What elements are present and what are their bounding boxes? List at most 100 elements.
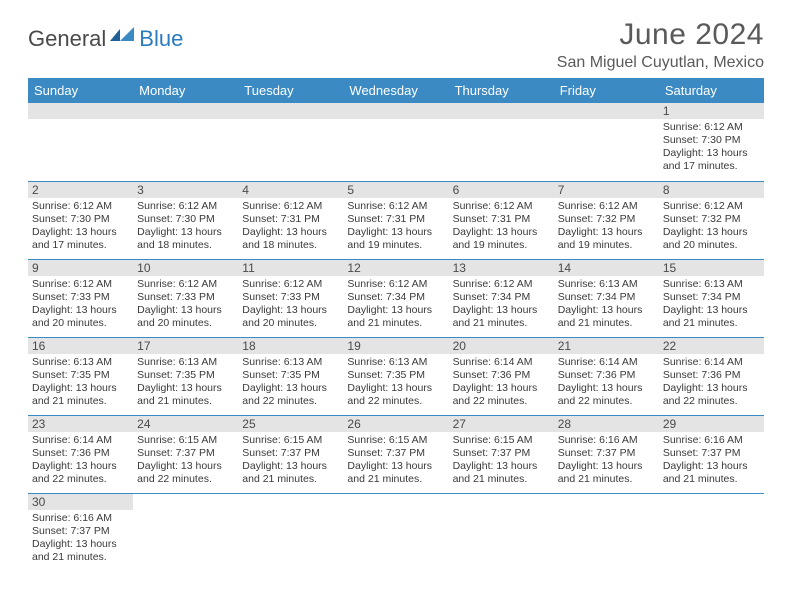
day-number: 25 bbox=[238, 416, 343, 432]
day-number: 13 bbox=[449, 260, 554, 276]
calendar-cell: 30Sunrise: 6:16 AMSunset: 7:37 PMDayligh… bbox=[28, 493, 133, 571]
calendar-cell: 5Sunrise: 6:12 AMSunset: 7:31 PMDaylight… bbox=[343, 181, 448, 259]
calendar-cell-empty bbox=[343, 103, 448, 181]
day-details: Sunrise: 6:16 AMSunset: 7:37 PMDaylight:… bbox=[554, 432, 659, 489]
day-details: Sunrise: 6:12 AMSunset: 7:34 PMDaylight:… bbox=[449, 276, 554, 333]
day-number: 11 bbox=[238, 260, 343, 276]
day-details: Sunrise: 6:15 AMSunset: 7:37 PMDaylight:… bbox=[133, 432, 238, 489]
day-number: 17 bbox=[133, 338, 238, 354]
calendar-cell: 1Sunrise: 6:12 AMSunset: 7:30 PMDaylight… bbox=[659, 103, 764, 181]
day-number: 6 bbox=[449, 182, 554, 198]
day-details: Sunrise: 6:15 AMSunset: 7:37 PMDaylight:… bbox=[343, 432, 448, 489]
flag-icon bbox=[110, 27, 136, 52]
day-details: Sunrise: 6:12 AMSunset: 7:32 PMDaylight:… bbox=[554, 198, 659, 255]
day-details: Sunrise: 6:12 AMSunset: 7:31 PMDaylight:… bbox=[238, 198, 343, 255]
day-number: 27 bbox=[449, 416, 554, 432]
calendar-row: 30Sunrise: 6:16 AMSunset: 7:37 PMDayligh… bbox=[28, 493, 764, 571]
weekday-header: Wednesday bbox=[343, 78, 448, 103]
calendar-cell: 6Sunrise: 6:12 AMSunset: 7:31 PMDaylight… bbox=[449, 181, 554, 259]
daynum-bar-empty bbox=[554, 103, 659, 119]
day-number: 29 bbox=[659, 416, 764, 432]
day-details: Sunrise: 6:13 AMSunset: 7:35 PMDaylight:… bbox=[238, 354, 343, 411]
calendar-cell: 24Sunrise: 6:15 AMSunset: 7:37 PMDayligh… bbox=[133, 415, 238, 493]
calendar-body: 1Sunrise: 6:12 AMSunset: 7:30 PMDaylight… bbox=[28, 103, 764, 571]
day-details: Sunrise: 6:16 AMSunset: 7:37 PMDaylight:… bbox=[659, 432, 764, 489]
day-details: Sunrise: 6:12 AMSunset: 7:33 PMDaylight:… bbox=[133, 276, 238, 333]
day-number: 9 bbox=[28, 260, 133, 276]
day-number: 14 bbox=[554, 260, 659, 276]
calendar-cell: 22Sunrise: 6:14 AMSunset: 7:36 PMDayligh… bbox=[659, 337, 764, 415]
day-number: 12 bbox=[343, 260, 448, 276]
day-details: Sunrise: 6:12 AMSunset: 7:30 PMDaylight:… bbox=[28, 198, 133, 255]
weekday-header: Monday bbox=[133, 78, 238, 103]
calendar-cell: 7Sunrise: 6:12 AMSunset: 7:32 PMDaylight… bbox=[554, 181, 659, 259]
calendar-cell: 21Sunrise: 6:14 AMSunset: 7:36 PMDayligh… bbox=[554, 337, 659, 415]
day-number: 19 bbox=[343, 338, 448, 354]
daynum-bar-empty bbox=[449, 103, 554, 119]
calendar-cell: 19Sunrise: 6:13 AMSunset: 7:35 PMDayligh… bbox=[343, 337, 448, 415]
day-number: 7 bbox=[554, 182, 659, 198]
brand-part1: General bbox=[28, 26, 106, 52]
calendar-cell: 27Sunrise: 6:15 AMSunset: 7:37 PMDayligh… bbox=[449, 415, 554, 493]
day-details: Sunrise: 6:16 AMSunset: 7:37 PMDaylight:… bbox=[28, 510, 133, 567]
calendar-cell: 13Sunrise: 6:12 AMSunset: 7:34 PMDayligh… bbox=[449, 259, 554, 337]
day-number: 5 bbox=[343, 182, 448, 198]
calendar-cell: 2Sunrise: 6:12 AMSunset: 7:30 PMDaylight… bbox=[28, 181, 133, 259]
day-details: Sunrise: 6:12 AMSunset: 7:31 PMDaylight:… bbox=[449, 198, 554, 255]
calendar-cell: 3Sunrise: 6:12 AMSunset: 7:30 PMDaylight… bbox=[133, 181, 238, 259]
calendar-cell-empty bbox=[554, 493, 659, 571]
header: General Blue June 2024 San Miguel Cuyutl… bbox=[28, 18, 764, 72]
brand-logo: General Blue bbox=[28, 26, 183, 52]
day-number: 18 bbox=[238, 338, 343, 354]
calendar-row: 2Sunrise: 6:12 AMSunset: 7:30 PMDaylight… bbox=[28, 181, 764, 259]
day-number: 3 bbox=[133, 182, 238, 198]
calendar-cell: 14Sunrise: 6:13 AMSunset: 7:34 PMDayligh… bbox=[554, 259, 659, 337]
calendar-cell-empty bbox=[133, 103, 238, 181]
weekday-header: Sunday bbox=[28, 78, 133, 103]
title-block: June 2024 San Miguel Cuyutlan, Mexico bbox=[557, 18, 764, 72]
weekday-header: Friday bbox=[554, 78, 659, 103]
day-number: 15 bbox=[659, 260, 764, 276]
day-details: Sunrise: 6:12 AMSunset: 7:31 PMDaylight:… bbox=[343, 198, 448, 255]
day-number: 24 bbox=[133, 416, 238, 432]
calendar-cell: 11Sunrise: 6:12 AMSunset: 7:33 PMDayligh… bbox=[238, 259, 343, 337]
daynum-bar-empty bbox=[343, 103, 448, 119]
day-details: Sunrise: 6:14 AMSunset: 7:36 PMDaylight:… bbox=[449, 354, 554, 411]
calendar-cell: 16Sunrise: 6:13 AMSunset: 7:35 PMDayligh… bbox=[28, 337, 133, 415]
day-number: 4 bbox=[238, 182, 343, 198]
month-title: June 2024 bbox=[557, 18, 764, 52]
daynum-bar-empty bbox=[28, 103, 133, 119]
day-number: 10 bbox=[133, 260, 238, 276]
calendar-cell: 10Sunrise: 6:12 AMSunset: 7:33 PMDayligh… bbox=[133, 259, 238, 337]
day-number: 21 bbox=[554, 338, 659, 354]
day-details: Sunrise: 6:13 AMSunset: 7:34 PMDaylight:… bbox=[554, 276, 659, 333]
calendar-cell: 15Sunrise: 6:13 AMSunset: 7:34 PMDayligh… bbox=[659, 259, 764, 337]
calendar-cell: 25Sunrise: 6:15 AMSunset: 7:37 PMDayligh… bbox=[238, 415, 343, 493]
day-number: 30 bbox=[28, 494, 133, 510]
calendar-cell: 28Sunrise: 6:16 AMSunset: 7:37 PMDayligh… bbox=[554, 415, 659, 493]
day-details: Sunrise: 6:14 AMSunset: 7:36 PMDaylight:… bbox=[554, 354, 659, 411]
day-number: 8 bbox=[659, 182, 764, 198]
weekday-header: Saturday bbox=[659, 78, 764, 103]
day-number: 16 bbox=[28, 338, 133, 354]
calendar-cell: 4Sunrise: 6:12 AMSunset: 7:31 PMDaylight… bbox=[238, 181, 343, 259]
day-details: Sunrise: 6:15 AMSunset: 7:37 PMDaylight:… bbox=[449, 432, 554, 489]
day-details: Sunrise: 6:15 AMSunset: 7:37 PMDaylight:… bbox=[238, 432, 343, 489]
calendar-cell: 18Sunrise: 6:13 AMSunset: 7:35 PMDayligh… bbox=[238, 337, 343, 415]
calendar-cell: 12Sunrise: 6:12 AMSunset: 7:34 PMDayligh… bbox=[343, 259, 448, 337]
day-number: 20 bbox=[449, 338, 554, 354]
day-number: 26 bbox=[343, 416, 448, 432]
calendar-cell-empty bbox=[133, 493, 238, 571]
day-details: Sunrise: 6:12 AMSunset: 7:32 PMDaylight:… bbox=[659, 198, 764, 255]
brand-part2: Blue bbox=[139, 26, 183, 52]
calendar-cell: 26Sunrise: 6:15 AMSunset: 7:37 PMDayligh… bbox=[343, 415, 448, 493]
calendar-cell: 20Sunrise: 6:14 AMSunset: 7:36 PMDayligh… bbox=[449, 337, 554, 415]
location: San Miguel Cuyutlan, Mexico bbox=[557, 54, 764, 72]
weekday-header: Thursday bbox=[449, 78, 554, 103]
calendar-cell: 29Sunrise: 6:16 AMSunset: 7:37 PMDayligh… bbox=[659, 415, 764, 493]
calendar-cell: 23Sunrise: 6:14 AMSunset: 7:36 PMDayligh… bbox=[28, 415, 133, 493]
calendar-cell: 8Sunrise: 6:12 AMSunset: 7:32 PMDaylight… bbox=[659, 181, 764, 259]
calendar-row: 9Sunrise: 6:12 AMSunset: 7:33 PMDaylight… bbox=[28, 259, 764, 337]
calendar-cell: 9Sunrise: 6:12 AMSunset: 7:33 PMDaylight… bbox=[28, 259, 133, 337]
calendar-row: 1Sunrise: 6:12 AMSunset: 7:30 PMDaylight… bbox=[28, 103, 764, 181]
